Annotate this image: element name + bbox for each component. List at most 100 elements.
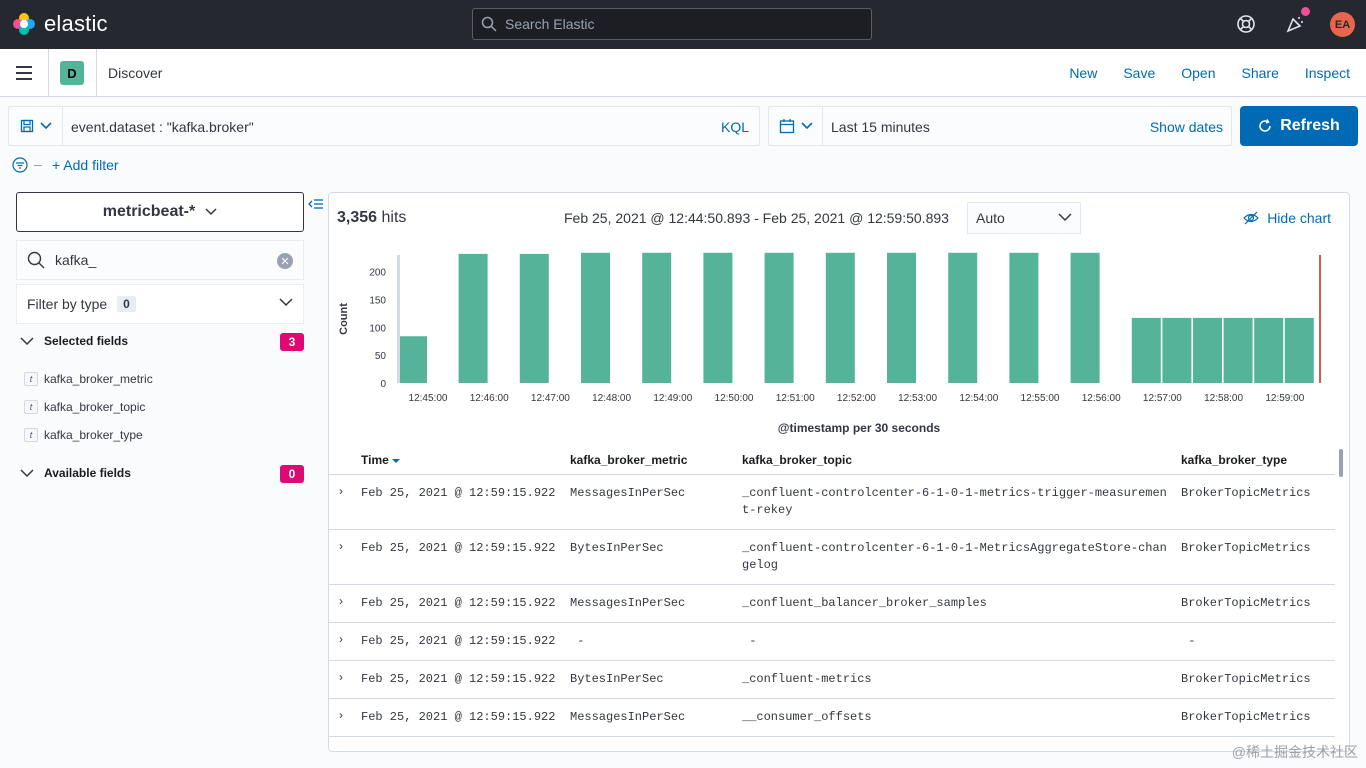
cell-type: - xyxy=(1181,634,1196,648)
cell-type: BrokerTopicMetrics xyxy=(1181,596,1311,610)
divider xyxy=(34,164,42,166)
table-row[interactable]: › Feb 25, 2021 @ 12:59:15.922 MessagesInPe… xyxy=(329,699,1335,737)
divider xyxy=(48,49,49,97)
help-icon[interactable] xyxy=(1235,13,1257,35)
field-name: kafka_broker_metric xyxy=(44,372,153,386)
histogram-bar[interactable] xyxy=(458,253,488,383)
histogram-bar[interactable] xyxy=(1284,317,1314,383)
field-item[interactable]: t kafka_broker_type xyxy=(24,428,143,442)
x-tick-label: 12:48:00 xyxy=(592,393,631,404)
inspect-button[interactable]: Inspect xyxy=(1304,65,1350,81)
add-filter-button[interactable]: + Add filter xyxy=(52,157,119,173)
column-header-time[interactable]: Time xyxy=(361,453,401,467)
expand-row-icon[interactable]: › xyxy=(339,632,343,646)
refresh-label: Refresh xyxy=(1280,117,1340,134)
expand-row-icon[interactable]: › xyxy=(339,539,343,553)
saved-query-button[interactable] xyxy=(9,107,63,145)
table-row[interactable]: › Feb 25, 2021 @ 12:59:15.922 BytesInPerSe… xyxy=(329,661,1335,699)
interval-select[interactable]: Auto xyxy=(967,202,1081,234)
field-item[interactable]: t kafka_broker_topic xyxy=(24,400,145,414)
histogram-bar[interactable] xyxy=(1131,317,1161,383)
table-scrollbar[interactable] xyxy=(1339,449,1343,477)
x-tick-label: 12:45:00 xyxy=(409,393,448,404)
histogram-bar[interactable] xyxy=(581,252,610,383)
kql-toggle-button[interactable]: KQL xyxy=(720,119,749,135)
histogram-bar[interactable] xyxy=(519,253,549,383)
histogram-bar[interactable] xyxy=(1254,317,1284,383)
user-avatar[interactable]: EA xyxy=(1330,12,1355,37)
collapse-sidebar-icon[interactable] xyxy=(308,197,324,211)
query-input[interactable]: event.dataset : "kafka.broker" xyxy=(71,119,254,135)
cell-topic: _confluent-controlcenter-6-1-0-1-Metrics… xyxy=(742,541,1167,572)
chevron-down-icon xyxy=(39,122,52,130)
histogram-bar[interactable] xyxy=(642,252,672,383)
column-header-topic[interactable]: kafka_broker_topic xyxy=(742,453,853,467)
expand-row-icon[interactable]: › xyxy=(339,484,343,498)
string-type-icon: t xyxy=(24,400,38,414)
cell-time: Feb 25, 2021 @ 12:59:15.922 xyxy=(361,596,556,610)
expand-row-icon[interactable]: › xyxy=(339,708,343,722)
new-button[interactable]: New xyxy=(1069,65,1098,81)
share-button[interactable]: Share xyxy=(1241,65,1279,81)
index-pattern-selector[interactable]: metricbeat-* xyxy=(16,192,304,232)
x-tick-label: 12:54:00 xyxy=(959,393,998,404)
elastic-logo-icon xyxy=(13,13,35,35)
histogram-bar[interactable] xyxy=(1162,317,1192,383)
histogram-bar[interactable] xyxy=(400,336,427,383)
show-dates-button[interactable]: Show dates xyxy=(1149,119,1223,135)
histogram-bar[interactable] xyxy=(887,252,916,383)
histogram-bar[interactable] xyxy=(1193,317,1222,383)
histogram-bar[interactable] xyxy=(825,252,855,383)
chevron-down-icon xyxy=(1058,213,1072,222)
save-button[interactable]: Save xyxy=(1123,65,1156,81)
histogram-bar[interactable] xyxy=(1223,317,1253,383)
histogram-chart: Count 0 50 100 150 200 12:45:00 12:46:00 12:47… xyxy=(338,252,1321,435)
histogram-bar[interactable] xyxy=(1009,252,1039,383)
field-search-input[interactable]: kafka_ ✕ xyxy=(16,240,304,280)
hide-chart-label: Hide chart xyxy=(1267,210,1331,226)
filter-options-icon[interactable] xyxy=(12,157,28,173)
column-header-type[interactable]: kafka_broker_type xyxy=(1181,453,1288,467)
app-badge[interactable]: D xyxy=(60,61,84,85)
selected-fields-label: Selected fields xyxy=(44,334,129,348)
field-item[interactable]: t kafka_broker_metric xyxy=(24,372,153,386)
query-bar: event.dataset : "kafka.broker" KQL xyxy=(8,106,760,146)
expand-row-icon[interactable]: › xyxy=(339,670,343,684)
expand-row-icon[interactable]: › xyxy=(339,594,343,608)
histogram-bar[interactable] xyxy=(764,252,794,383)
search-placeholder: Search Elastic xyxy=(505,16,595,32)
elastic-logo[interactable]: elastic xyxy=(12,11,108,37)
selected-fields-toggle[interactable]: Selected fields xyxy=(20,334,128,348)
cell-metric: BytesInPerSec xyxy=(570,672,664,686)
available-fields-label: Available fields xyxy=(44,466,131,480)
divider xyxy=(96,49,97,97)
table-row[interactable]: › Feb 25, 2021 @ 12:59:15.922 MessagesInPe… xyxy=(329,475,1335,530)
time-range-value[interactable]: Last 15 minutes xyxy=(831,119,930,135)
cell-topic: - xyxy=(742,634,757,648)
table-row[interactable]: › Feb 25, 2021 @ 12:59:15.922 BytesInPerSe… xyxy=(329,530,1335,585)
menu-toggle-button[interactable] xyxy=(16,66,32,80)
histogram-bar[interactable] xyxy=(948,252,978,383)
hide-chart-button[interactable]: Hide chart xyxy=(1243,210,1331,226)
quick-select-button[interactable] xyxy=(769,107,823,145)
cell-topic: _confluent-controlcenter-6-1-0-1-metrics… xyxy=(742,486,1167,517)
cell-time: Feb 25, 2021 @ 12:59:15.922 xyxy=(361,672,556,686)
histogram-bar[interactable] xyxy=(1070,252,1100,383)
newsfeed-icon[interactable] xyxy=(1284,13,1306,35)
table-row[interactable]: › Feb 25, 2021 @ 12:59:15.922 - - - xyxy=(329,623,1335,661)
x-tick-label: 12:53:00 xyxy=(898,393,937,404)
sort-desc-icon[interactable] xyxy=(392,458,401,464)
column-header-metric[interactable]: kafka_broker_metric xyxy=(570,453,688,467)
interval-value: Auto xyxy=(976,210,1005,226)
refresh-button[interactable]: Refresh xyxy=(1240,106,1358,146)
filter-by-type-button[interactable]: Filter by type 0 xyxy=(16,284,304,324)
app-menu: New Save Open Share Inspect xyxy=(1069,65,1350,81)
table-row[interactable]: › Feb 25, 2021 @ 12:59:15.922 MessagesInPe… xyxy=(329,585,1335,623)
clear-search-icon[interactable]: ✕ xyxy=(277,253,293,269)
cell-metric: BytesInPerSec xyxy=(570,541,664,555)
histogram-bar[interactable] xyxy=(703,252,733,383)
open-button[interactable]: Open xyxy=(1181,65,1216,81)
available-fields-toggle[interactable]: Available fields xyxy=(20,466,131,480)
global-search-input[interactable]: Search Elastic xyxy=(472,8,872,40)
x-tick-label: 12:59:00 xyxy=(1265,393,1304,404)
